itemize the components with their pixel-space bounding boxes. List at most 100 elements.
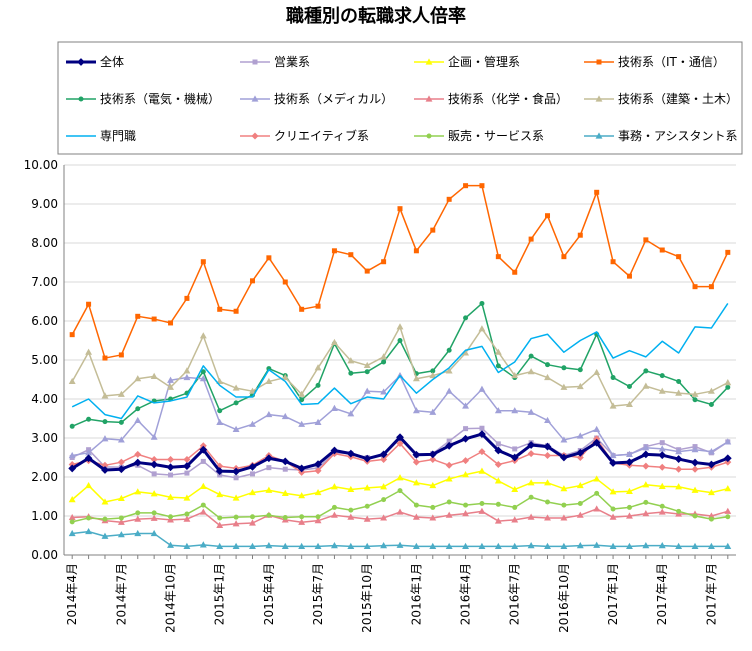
data-point <box>183 462 191 470</box>
data-point <box>594 490 600 496</box>
data-point <box>85 348 93 355</box>
data-point <box>527 441 536 449</box>
data-point <box>412 542 420 549</box>
data-point <box>576 542 584 549</box>
data-point <box>298 492 306 499</box>
data-point <box>314 364 322 371</box>
legend-marker <box>77 58 85 66</box>
legend-label: 営業系 <box>274 55 310 69</box>
data-point <box>265 377 273 385</box>
legend-marker <box>426 133 432 139</box>
data-point <box>658 445 666 452</box>
data-point <box>462 542 470 549</box>
data-point <box>232 520 240 527</box>
data-point <box>445 367 453 374</box>
data-point <box>659 247 665 253</box>
data-point <box>561 254 567 260</box>
data-point <box>724 485 732 492</box>
data-point <box>363 387 371 394</box>
data-point <box>315 382 321 388</box>
series-7 <box>68 323 732 409</box>
data-point <box>675 542 683 549</box>
data-point <box>167 383 174 390</box>
data-point <box>445 441 454 450</box>
y-tick-label: 9.00 <box>31 197 58 211</box>
data-point <box>381 259 387 265</box>
data-point <box>527 513 535 520</box>
legend-label: 販売・サービス系 <box>448 128 544 143</box>
data-point <box>348 370 354 376</box>
data-point <box>184 295 190 301</box>
data-point <box>68 495 76 503</box>
data-point <box>183 373 191 381</box>
data-point <box>117 458 125 466</box>
data-point <box>429 514 437 521</box>
data-point <box>707 488 715 496</box>
y-axis: 0.00 1.00 2.00 3.00 4.00 5.00 6.00 7.00 8.00 9.00… <box>24 158 65 562</box>
data-point <box>69 423 75 429</box>
data-point <box>68 529 76 537</box>
data-point <box>708 401 714 407</box>
data-point <box>347 410 355 417</box>
x-tick-label: 2016年7月 <box>508 563 522 625</box>
data-point <box>331 248 337 254</box>
data-point <box>610 259 616 265</box>
data-point <box>315 303 321 309</box>
data-point <box>200 502 206 508</box>
data-point <box>133 458 142 467</box>
data-point <box>183 542 191 549</box>
data-point <box>380 483 388 490</box>
data-point <box>478 507 486 514</box>
legend-item: 営業系 <box>240 55 310 69</box>
data-point <box>412 479 420 486</box>
data-point <box>724 507 732 514</box>
data-point <box>609 513 617 520</box>
data-point <box>478 385 486 392</box>
data-point <box>412 375 420 382</box>
data-point <box>151 471 157 477</box>
x-tick-label: 2014年7月 <box>114 563 128 625</box>
data-point <box>248 462 257 471</box>
data-point <box>281 542 289 549</box>
data-point <box>101 466 109 474</box>
data-point <box>348 252 354 258</box>
data-point <box>707 542 715 549</box>
data-point <box>101 532 109 539</box>
data-point <box>691 486 699 493</box>
data-point <box>68 451 76 459</box>
data-point <box>545 362 551 368</box>
data-point <box>429 371 437 379</box>
data-point <box>544 479 551 486</box>
data-point <box>151 510 157 516</box>
data-point <box>249 488 256 496</box>
data-point <box>593 505 601 512</box>
data-point <box>527 479 535 486</box>
data-point <box>593 425 601 432</box>
data-point <box>576 432 584 439</box>
data-point <box>495 441 501 447</box>
data-point <box>495 254 501 260</box>
data-point <box>281 373 289 381</box>
data-point <box>675 483 683 490</box>
data-point <box>380 542 388 549</box>
data-point <box>560 542 568 549</box>
legend-label: 全体 <box>100 54 124 69</box>
legend-item: 技術系（IT・通信） <box>584 55 725 69</box>
data-point <box>445 387 453 394</box>
series-4 <box>69 300 731 429</box>
data-point <box>725 384 731 390</box>
data-point <box>396 439 404 447</box>
data-point <box>348 507 354 513</box>
data-point <box>576 453 584 462</box>
data-point <box>232 425 240 432</box>
data-point <box>626 542 633 549</box>
data-point <box>216 377 224 385</box>
data-point <box>643 499 649 505</box>
data-point <box>85 481 93 489</box>
data-point <box>200 259 206 265</box>
data-point <box>314 467 322 475</box>
data-point <box>232 494 240 501</box>
data-point <box>330 338 338 346</box>
data-point <box>232 384 240 391</box>
data-point <box>412 450 421 459</box>
